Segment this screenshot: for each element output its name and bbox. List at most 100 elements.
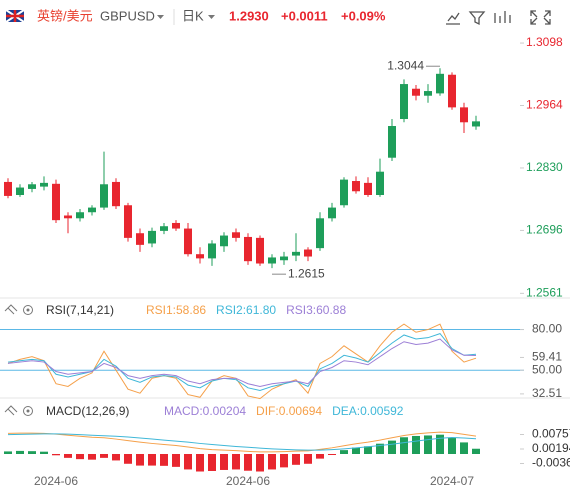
macd-header: MACD(12,26,9): [4, 404, 129, 418]
histogram-bar: [136, 453, 144, 466]
histogram-bar: [364, 446, 372, 454]
y-tick-label: 80.00: [532, 322, 562, 336]
histogram-bar: [88, 453, 96, 460]
y-tick-label: -0.00369: [532, 456, 570, 470]
histogram-bar: [280, 453, 288, 468]
histogram-bar: [64, 453, 72, 458]
indicator-button[interactable]: [446, 12, 460, 25]
histogram-bar: [352, 447, 360, 454]
candle-body: [172, 222, 180, 229]
histogram-bar: [232, 453, 240, 470]
candle-body: [76, 212, 84, 219]
hide-icon[interactable]: [4, 304, 18, 315]
symbol[interactable]: GBPUSD: [100, 8, 155, 23]
candle-body: [292, 251, 300, 256]
header: 英镑/美元 GBPUSD 日K 1.2930 +0.0011 +0.09%: [5, 8, 551, 26]
y-tick-label: 1.3098: [526, 35, 563, 49]
dropdown-arrow[interactable]: [208, 15, 215, 19]
y-tick-label: 0.00194: [532, 441, 570, 455]
max-annotation: 1.3044: [387, 58, 424, 72]
candle-body: [184, 228, 192, 255]
histogram-bar: [40, 451, 48, 454]
histogram-bar: [472, 448, 480, 454]
candle-body: [364, 182, 372, 195]
candle-body: [220, 235, 228, 247]
settings-icon[interactable]: [23, 406, 33, 416]
candle-body: [40, 182, 48, 187]
legend-entry: DIF:0.00694: [256, 404, 322, 418]
settings-button[interactable]: [494, 11, 511, 23]
legend-entry: DEA:0.00592: [332, 404, 404, 418]
x-tick-label: 2024-06: [226, 474, 270, 488]
settings-icon[interactable]: [23, 305, 33, 315]
candle-body: [28, 184, 36, 189]
histogram-bar: [220, 453, 228, 470]
histogram-bar: [340, 450, 348, 454]
histogram-bar: [196, 453, 204, 472]
y-tick-label: 1.2830: [526, 160, 563, 174]
candle-body: [340, 179, 348, 206]
indicator-line: [7, 323, 477, 400]
histogram-bar: [388, 440, 396, 454]
change: +0.0011: [281, 8, 328, 23]
pair: 英镑/美元: [37, 8, 93, 23]
candle-body: [52, 183, 60, 221]
legend-entry: RSI3:60.88: [286, 303, 346, 317]
candle-body: [316, 218, 324, 249]
y-tick-label: 50.00: [532, 362, 562, 376]
candle-body: [376, 171, 384, 195]
histogram-bar: [4, 451, 12, 454]
candle-body: [328, 207, 336, 219]
settings-icon[interactable]: [26, 409, 30, 413]
candle-body: [352, 181, 360, 192]
legend-entry: MACD:0.00204: [164, 404, 246, 418]
candle-body: [280, 256, 288, 261]
histogram-bar: [148, 453, 156, 466]
candle-body: [304, 249, 312, 257]
x-tick-label: 2024-07: [430, 474, 474, 488]
dropdown-arrow[interactable]: [157, 15, 164, 19]
indicator-line: [7, 433, 477, 451]
y-tick-label: 59.41: [532, 350, 562, 364]
change-pct: +0.09%: [341, 8, 386, 23]
fullscreen-button[interactable]: [530, 10, 551, 25]
settings-icon[interactable]: [26, 308, 30, 312]
candle-body: [460, 107, 468, 123]
histogram-bar: [412, 435, 420, 454]
histogram-bar: [124, 453, 132, 464]
candle-body: [256, 237, 264, 264]
period[interactable]: 日K: [182, 8, 204, 23]
price: 1.2930: [229, 8, 269, 23]
candle-body: [208, 243, 216, 259]
candle-body: [16, 187, 24, 195]
histogram-bar: [256, 453, 264, 472]
histogram-bar: [172, 453, 180, 467]
histogram-bar: [28, 451, 36, 454]
flag-icon: [5, 9, 25, 23]
histogram-bar: [304, 453, 312, 464]
candle-body: [124, 205, 132, 238]
y-tick-label: 0.00757: [532, 427, 570, 441]
candle-body: [244, 236, 252, 262]
x-tick-label: 2024-06: [34, 474, 78, 488]
hide-icon[interactable]: [4, 405, 18, 416]
panel-title: MACD(12,26,9): [46, 404, 129, 418]
y-tick-label: 1.2964: [526, 98, 563, 112]
histogram-bar: [100, 453, 108, 458]
y-tick-label: 32.51: [532, 386, 562, 400]
histogram-bar: [268, 453, 276, 470]
histogram-bar: [208, 453, 216, 471]
candle-body: [268, 257, 276, 264]
histogram-bar: [376, 443, 384, 454]
histogram-bar: [460, 442, 468, 454]
histogram-bar: [52, 453, 60, 456]
candle-body: [88, 207, 96, 213]
flag-cross: [6, 10, 24, 22]
candle-body: [388, 126, 396, 158]
indicator-line: [7, 333, 477, 392]
histogram-bar: [448, 438, 456, 454]
filter-button[interactable]: [468, 11, 486, 26]
candle-body: [232, 232, 240, 238]
